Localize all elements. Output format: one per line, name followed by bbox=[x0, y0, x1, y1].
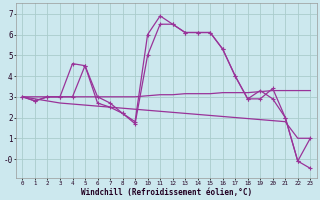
X-axis label: Windchill (Refroidissement éolien,°C): Windchill (Refroidissement éolien,°C) bbox=[81, 188, 252, 197]
